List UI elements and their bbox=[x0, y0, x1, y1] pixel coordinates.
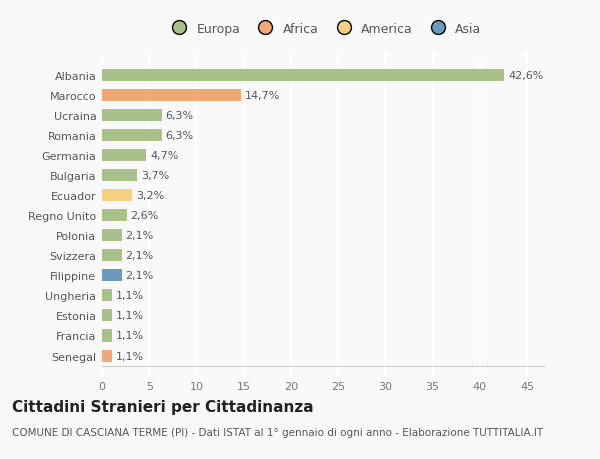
Text: 1,1%: 1,1% bbox=[116, 331, 144, 341]
Bar bbox=[102, 250, 122, 262]
Bar bbox=[102, 190, 132, 202]
Bar bbox=[102, 170, 137, 182]
Legend: Europa, Africa, America, Asia: Europa, Africa, America, Asia bbox=[166, 23, 482, 36]
Text: Cittadini Stranieri per Cittadinanza: Cittadini Stranieri per Cittadinanza bbox=[12, 399, 314, 414]
Text: 1,1%: 1,1% bbox=[116, 311, 144, 321]
Bar bbox=[102, 130, 161, 142]
Text: 14,7%: 14,7% bbox=[245, 91, 280, 101]
Text: 2,6%: 2,6% bbox=[130, 211, 158, 221]
Text: 2,1%: 2,1% bbox=[125, 231, 154, 241]
Bar bbox=[102, 90, 241, 102]
Text: 6,3%: 6,3% bbox=[165, 111, 193, 121]
Bar bbox=[102, 70, 505, 82]
Text: 1,1%: 1,1% bbox=[116, 351, 144, 361]
Text: 4,7%: 4,7% bbox=[150, 151, 179, 161]
Text: 2,1%: 2,1% bbox=[125, 251, 154, 261]
Text: 3,2%: 3,2% bbox=[136, 191, 164, 201]
Bar bbox=[102, 330, 112, 342]
Bar bbox=[102, 150, 146, 162]
Text: 1,1%: 1,1% bbox=[116, 291, 144, 301]
Bar bbox=[102, 230, 122, 242]
Text: COMUNE DI CASCIANA TERME (PI) - Dati ISTAT al 1° gennaio di ogni anno - Elaboraz: COMUNE DI CASCIANA TERME (PI) - Dati IST… bbox=[12, 427, 543, 437]
Text: 3,7%: 3,7% bbox=[141, 171, 169, 181]
Bar bbox=[102, 270, 122, 282]
Text: 2,1%: 2,1% bbox=[125, 271, 154, 281]
Bar bbox=[102, 310, 112, 322]
Text: 6,3%: 6,3% bbox=[165, 131, 193, 141]
Text: 42,6%: 42,6% bbox=[508, 71, 544, 81]
Bar bbox=[102, 110, 161, 122]
Bar bbox=[102, 290, 112, 302]
Bar bbox=[102, 350, 112, 362]
Bar bbox=[102, 210, 127, 222]
